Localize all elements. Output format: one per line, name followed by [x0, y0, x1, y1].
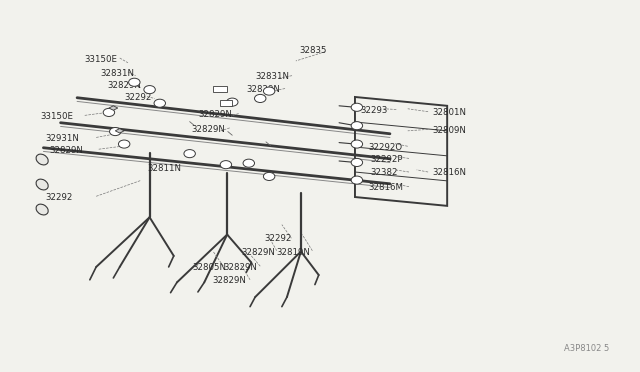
Text: 32829N: 32829N: [198, 110, 232, 119]
Ellipse shape: [129, 78, 140, 86]
Ellipse shape: [109, 128, 121, 136]
Text: 32829N: 32829N: [241, 248, 275, 257]
Ellipse shape: [103, 108, 115, 116]
Text: 32829N: 32829N: [191, 125, 225, 134]
Text: 32292: 32292: [264, 234, 291, 243]
Text: 32829N: 32829N: [223, 263, 257, 272]
Text: 32931N: 32931N: [45, 134, 79, 144]
Text: 32801N: 32801N: [432, 108, 466, 117]
Ellipse shape: [351, 158, 363, 167]
Text: 32292P: 32292P: [371, 155, 403, 164]
Ellipse shape: [227, 98, 238, 106]
Ellipse shape: [118, 140, 130, 148]
Text: 32829N: 32829N: [107, 81, 141, 90]
Polygon shape: [109, 106, 118, 110]
Ellipse shape: [144, 86, 156, 94]
Ellipse shape: [36, 204, 48, 215]
Ellipse shape: [264, 87, 275, 95]
Text: 32816M: 32816M: [369, 183, 403, 192]
Text: 33150E: 33150E: [40, 112, 73, 121]
Text: 32292O: 32292O: [369, 142, 403, 151]
Ellipse shape: [184, 150, 195, 158]
Ellipse shape: [243, 159, 255, 167]
Polygon shape: [115, 129, 124, 133]
Text: 32292: 32292: [124, 93, 152, 102]
Text: 32809N: 32809N: [432, 126, 466, 135]
Text: 32829N: 32829N: [246, 85, 280, 94]
Text: A3P8102 5: A3P8102 5: [564, 344, 609, 353]
Text: 33150E: 33150E: [84, 55, 118, 64]
Bar: [220, 100, 232, 106]
Text: 32835: 32835: [300, 46, 327, 55]
Text: 32292: 32292: [45, 193, 73, 202]
Bar: [212, 86, 227, 92]
Ellipse shape: [351, 176, 363, 184]
Text: 32829N: 32829N: [212, 276, 246, 285]
Text: 32811N: 32811N: [147, 164, 181, 173]
Text: 32831N: 32831N: [100, 69, 134, 78]
Text: 32293: 32293: [361, 106, 388, 115]
Ellipse shape: [220, 161, 232, 169]
Text: 32816N: 32816N: [432, 168, 466, 177]
Text: 32382: 32382: [371, 168, 398, 177]
Ellipse shape: [351, 122, 363, 130]
Ellipse shape: [36, 154, 48, 165]
Ellipse shape: [154, 99, 166, 107]
Ellipse shape: [351, 140, 363, 148]
Ellipse shape: [255, 94, 266, 103]
Ellipse shape: [351, 103, 363, 111]
Text: 32819N: 32819N: [276, 248, 310, 257]
Ellipse shape: [36, 179, 48, 190]
Ellipse shape: [264, 172, 275, 180]
Text: 32805N: 32805N: [193, 263, 227, 272]
Text: 32831N: 32831N: [255, 72, 289, 81]
Text: 32829N: 32829N: [49, 146, 83, 155]
